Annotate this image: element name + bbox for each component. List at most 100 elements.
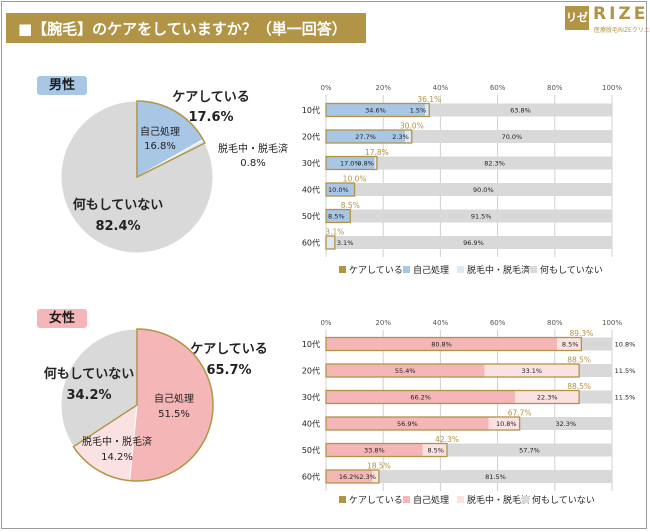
female-pie-chart: [60, 328, 214, 482]
male-bar-self: [326, 156, 375, 170]
male-during-label: 1.5%: [410, 107, 427, 115]
male-nothing-label: 82.3%: [484, 160, 505, 168]
female-bar-nothing: [446, 443, 612, 457]
male-care-total-label: 30.0%: [400, 122, 424, 131]
female-bar-self: [326, 364, 485, 377]
female-nothing-label: 81.5%: [485, 473, 506, 481]
male-category-label: 20代: [302, 132, 320, 142]
female-x-tick-label: 80%: [547, 319, 563, 327]
legend-during-swatch: [457, 496, 464, 503]
male-bar-during: [326, 236, 335, 249]
female-category-label: 50代: [302, 445, 320, 455]
female-bar-care-outline: [325, 389, 580, 405]
female-category-label: 60代: [302, 472, 320, 482]
male-bar-self: [326, 183, 355, 196]
rize-logo: リゼ RIZE 医療脱毛RIZEクリニック: [565, 4, 650, 42]
male-bar-nothing: [354, 183, 612, 196]
female-nothing-label: 57.7%: [519, 447, 540, 455]
male-bar-self: [326, 130, 406, 143]
female-badge: 女性: [37, 309, 87, 328]
female-pie-care-outline: [72, 328, 214, 482]
male-bar-care-outline: [325, 102, 430, 118]
male-bar-nothing: [350, 209, 612, 223]
male-x-tick-label: 0%: [320, 84, 331, 92]
male-pie-nothing-slice: [60, 100, 214, 254]
male-nothing-label: 91.5%: [471, 213, 492, 221]
male-pie-labels: ケアしている 17.6% 自己処理 16.8% 脱毛中・脱毛済 0.8% 何もし…: [73, 90, 288, 234]
female-self-label: 80.8%: [431, 341, 452, 349]
male-pie-chart: [60, 100, 214, 254]
female-self-label: 66.2%: [410, 394, 431, 402]
header-bar: ■【腕毛】のケアをしていますか？（単一回答）: [6, 13, 366, 43]
female-nothing-label: 10.8%: [615, 341, 636, 349]
male-badge: 男性: [37, 76, 87, 95]
female-during-label: 2.3%: [359, 473, 376, 481]
male-nothing-label: 90.0%: [473, 186, 494, 194]
male-bar-nothing: [334, 236, 612, 249]
male-self-label: 34.6%: [365, 107, 386, 115]
male-category-label: 10代: [302, 105, 320, 115]
female-care-total-label: 88.5%: [567, 382, 591, 391]
male-category-label: 60代: [302, 238, 320, 248]
female-self-label: 55.4%: [395, 367, 416, 375]
female-bar-during: [488, 417, 520, 430]
male-category-label: 50代: [302, 211, 320, 221]
female-during-label: 10.8%: [496, 420, 517, 428]
male-care-total-label: 3.1%: [325, 228, 344, 237]
male-nothing-label: 63.8%: [510, 107, 531, 115]
male-x-tick-label: 40%: [433, 84, 449, 92]
legend-self-label: 自己処理: [413, 264, 449, 276]
legend-self-label: 自己処理: [413, 494, 449, 506]
female-bar-self: [326, 390, 516, 404]
male-bar-during: [374, 156, 377, 170]
female-category-label: 30代: [302, 392, 320, 402]
female-x-tick-label: 60%: [490, 319, 506, 327]
male-pie-during-label: 脱毛中・脱毛済: [218, 142, 288, 155]
legend-during-label: 脱毛中・脱毛済: [467, 494, 530, 506]
female-nothing-label: 11.5%: [615, 394, 636, 402]
female-during-label: 33.1%: [521, 367, 542, 375]
male-x-tick-label: 20%: [375, 84, 391, 92]
female-self-label: 16.2%: [339, 473, 360, 481]
male-self-label: 17.0%: [340, 160, 361, 168]
female-pie-nothing-label: 何もしていない: [44, 366, 135, 382]
female-bar-nothing: [579, 390, 612, 404]
legend-nothing-label: 何もしていない: [532, 494, 595, 506]
male-care-total-label: 10.0%: [343, 175, 367, 184]
female-x-tick-label: 20%: [375, 319, 391, 327]
female-during-label: 8.5%: [427, 447, 444, 455]
male-nothing-label: 70.0%: [502, 133, 523, 141]
male-x-tick-label: 60%: [490, 84, 506, 92]
female-nothing-label: 11.5%: [615, 367, 636, 375]
male-during-label: 2.3%: [392, 133, 409, 141]
male-bar-during: [424, 103, 430, 117]
male-self-label: 8.5%: [328, 213, 345, 221]
male-during-label: 3.1%: [337, 239, 354, 247]
male-pie-self-label: 自己処理: [140, 125, 180, 138]
male-pie-care-label: ケアしている: [172, 90, 250, 105]
female-x-tick-label: 0%: [320, 319, 331, 327]
male-bar-nothing: [376, 156, 613, 170]
male-pie-care-value: 17.6%: [188, 110, 233, 125]
header-title: ■【腕毛】のケアをしていますか？（単一回答）: [18, 20, 347, 38]
male-pie-during-value: 0.8%: [240, 158, 265, 169]
logo-mark: リゼ: [565, 6, 589, 30]
female-bar-nothing: [581, 337, 613, 351]
female-care-total-label: 18.5%: [367, 462, 391, 471]
female-bar-nothing: [378, 470, 612, 483]
legend-nothing-swatch: [522, 496, 529, 503]
female-bar-nothing: [579, 364, 612, 377]
female-bar-during: [557, 337, 582, 351]
female-care-total-label: 42.3%: [435, 435, 459, 444]
legend-nothing-swatch: [530, 266, 537, 273]
female-bar-during: [372, 470, 379, 483]
male-x-tick-label: 80%: [547, 84, 563, 92]
female-bar-care-outline: [325, 336, 583, 352]
male-bar-care-outline: [325, 235, 336, 250]
male-bar-nothing: [429, 103, 612, 117]
female-bar-chart: 0% 20% 40% 60% 80% 100% 10代 89.3% 80.8% 8.5% 10.8%…: [302, 319, 636, 491]
legend-care-label: ケアしている: [349, 495, 403, 506]
female-pie-self-value: 51.5%: [158, 409, 190, 420]
male-category-label: 30代: [302, 158, 320, 168]
female-bar-during: [484, 364, 580, 377]
